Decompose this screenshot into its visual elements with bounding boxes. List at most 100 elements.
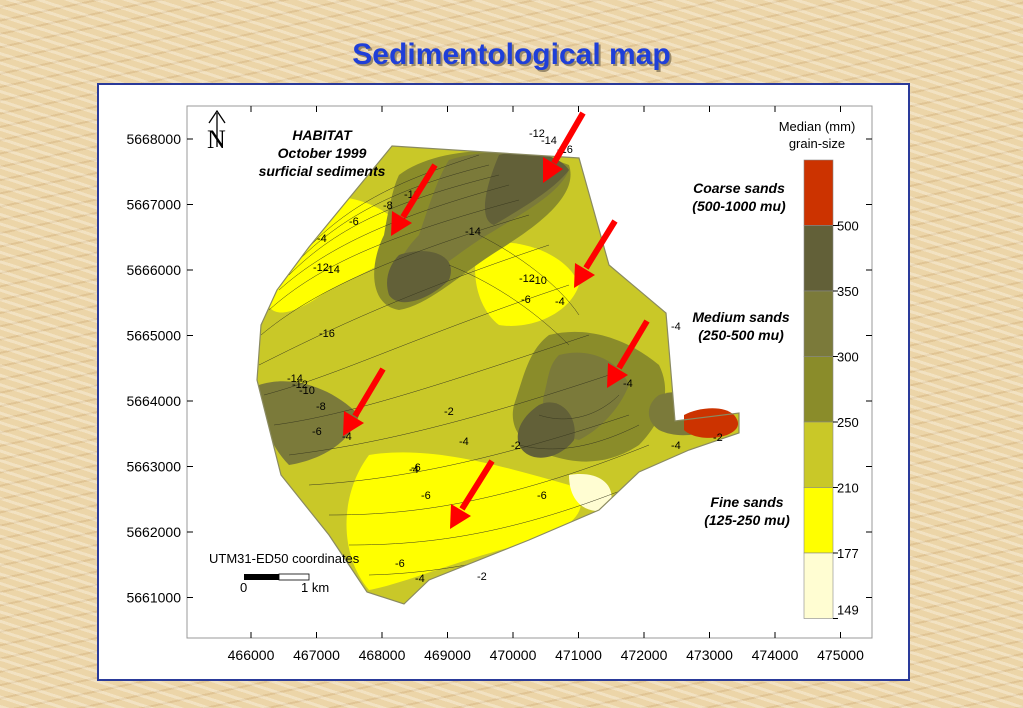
x-tick-label: 466000 [228, 647, 275, 663]
legend-breaks: 500 350 300 250 210 177 149 [833, 219, 859, 619]
contour-label: -6 [537, 490, 547, 502]
north-label: N [207, 125, 226, 154]
contour-label: -12 [313, 262, 329, 274]
map-note-line: HABITAT [292, 127, 353, 143]
contour-label: -2 [444, 406, 454, 418]
legend-subtitle: grain-size [789, 136, 845, 151]
contour-label: -10 [299, 385, 315, 397]
legend-group-fine: Fine sands [710, 494, 783, 510]
highlight-arrows [343, 111, 650, 529]
arrow-icon [343, 367, 386, 436]
contour-label: -8 [383, 200, 393, 212]
contour-label: -12 [519, 273, 535, 285]
legend-swatch [803, 225, 834, 292]
contour-label: -4 [671, 440, 681, 452]
y-tick-label: 5667000 [126, 197, 181, 213]
x-tick-label: 468000 [359, 647, 406, 663]
contour-label: -4 [459, 436, 469, 448]
contour-label: -6 [349, 216, 359, 228]
legend-group-coarse-range: (500-1000 mu) [692, 198, 786, 214]
north-arrow-icon [208, 109, 226, 147]
legend-title: Median (mm) [779, 119, 856, 134]
contour-label: -4 [671, 321, 681, 333]
scale-bar-white [278, 573, 310, 581]
x-tick-label: 472000 [621, 647, 668, 663]
slide-title: Sedimentological map [352, 38, 671, 71]
contour-label: -4 [409, 464, 419, 476]
x-tick-label: 470000 [490, 647, 537, 663]
y-tick-label: 5665000 [126, 328, 181, 344]
legend-group-coarse: Coarse sands [693, 180, 785, 196]
coarse-ridge-e [517, 402, 575, 458]
arrow-icon [607, 319, 650, 388]
contour-label: -12 [292, 379, 308, 391]
x-tick-label: 467000 [293, 647, 340, 663]
contour-label: -10 [531, 275, 547, 287]
contour-label: -6 [411, 462, 421, 474]
legend-group-medium: Medium sands [692, 309, 789, 325]
contour-label: -2 [477, 571, 487, 583]
legend-break-label: 350 [837, 284, 859, 299]
coarse-sand-patch [684, 408, 739, 438]
y-tick-label: 5662000 [126, 524, 181, 540]
y-tick-label: 5661000 [126, 590, 181, 606]
legend-break-label: 250 [837, 415, 859, 430]
x-tick-label: 473000 [686, 647, 733, 663]
legend-break-label: 210 [837, 481, 859, 496]
sediment-surface [257, 146, 739, 604]
legend-swatch [803, 421, 834, 488]
contour-label: -14 [287, 373, 303, 385]
very-fine-sand-zone [569, 474, 612, 512]
contour-label: -14 [324, 264, 340, 276]
scale-bar-end: 1 km [301, 580, 329, 595]
legend-color-bar [803, 159, 834, 619]
legend-break-label: 177 [837, 546, 859, 561]
contour-label: -6 [421, 490, 431, 502]
map-note-line: October 1999 [278, 145, 367, 161]
arrow-icon [543, 111, 586, 183]
contour-labels: -12 -14 -16 -6 -8 -10 -4 -12 -14 -14 -12… [287, 128, 723, 585]
map-note-line: surficial sediments [259, 163, 386, 179]
legend-group-medium-range: (250-500 mu) [698, 327, 784, 343]
y-tick-label: 5663000 [126, 459, 181, 475]
contour-label: -6 [312, 426, 322, 438]
contour-label: -4 [317, 233, 327, 245]
arrow-icon [450, 459, 495, 529]
legend-group-fine-range: (125-250 mu) [704, 512, 790, 528]
legend-break-label: 500 [837, 219, 859, 234]
legend-swatch [803, 290, 834, 357]
coordinates-label: UTM31-ED50 coordinates [209, 551, 360, 566]
arrow-icon [574, 219, 618, 288]
legend-swatch [803, 356, 834, 423]
medium-sand-zone-w [259, 381, 359, 465]
contour-label: -14 [541, 135, 557, 147]
x-tick-label: 474000 [752, 647, 799, 663]
contour-label: -2 [511, 440, 521, 452]
contour-label: -16 [319, 328, 335, 340]
legend-swatch [803, 159, 834, 226]
x-tick-label: 475000 [817, 647, 864, 663]
fine-sand-zone-s [346, 452, 581, 590]
y-tick-label: 5664000 [126, 393, 181, 409]
contour-label: -2 [713, 432, 723, 444]
contour-label: -4 [415, 573, 425, 585]
scale-bar-black [244, 574, 279, 580]
y-tick-label: 5666000 [126, 262, 181, 278]
contour-label: -6 [521, 294, 531, 306]
arrow-icon [391, 163, 438, 236]
contour-label: -4 [555, 296, 565, 308]
scale-bar-start: 0 [240, 580, 247, 595]
y-tick-label: 5668000 [126, 131, 181, 147]
contour-label: -14 [465, 226, 481, 238]
contour-label: -6 [395, 558, 405, 570]
x-axis: 466000 467000 468000 469000 470000 471000 4720… [228, 106, 864, 663]
sediment-map-svg: -12 -14 -16 -6 -8 -10 -4 -12 -14 -14 -12… [126, 105, 873, 663]
legend-break-label: 300 [837, 350, 859, 365]
survey-outline [256, 145, 740, 605]
contour-label: -4 [342, 431, 352, 443]
contour-label: -8 [316, 401, 326, 413]
coarse-ridge-nw [387, 251, 451, 303]
y-axis: 5668000 5667000 5666000 5665000 5664000 56630… [126, 131, 872, 606]
x-tick-label: 469000 [424, 647, 471, 663]
legend-swatch [803, 552, 834, 619]
